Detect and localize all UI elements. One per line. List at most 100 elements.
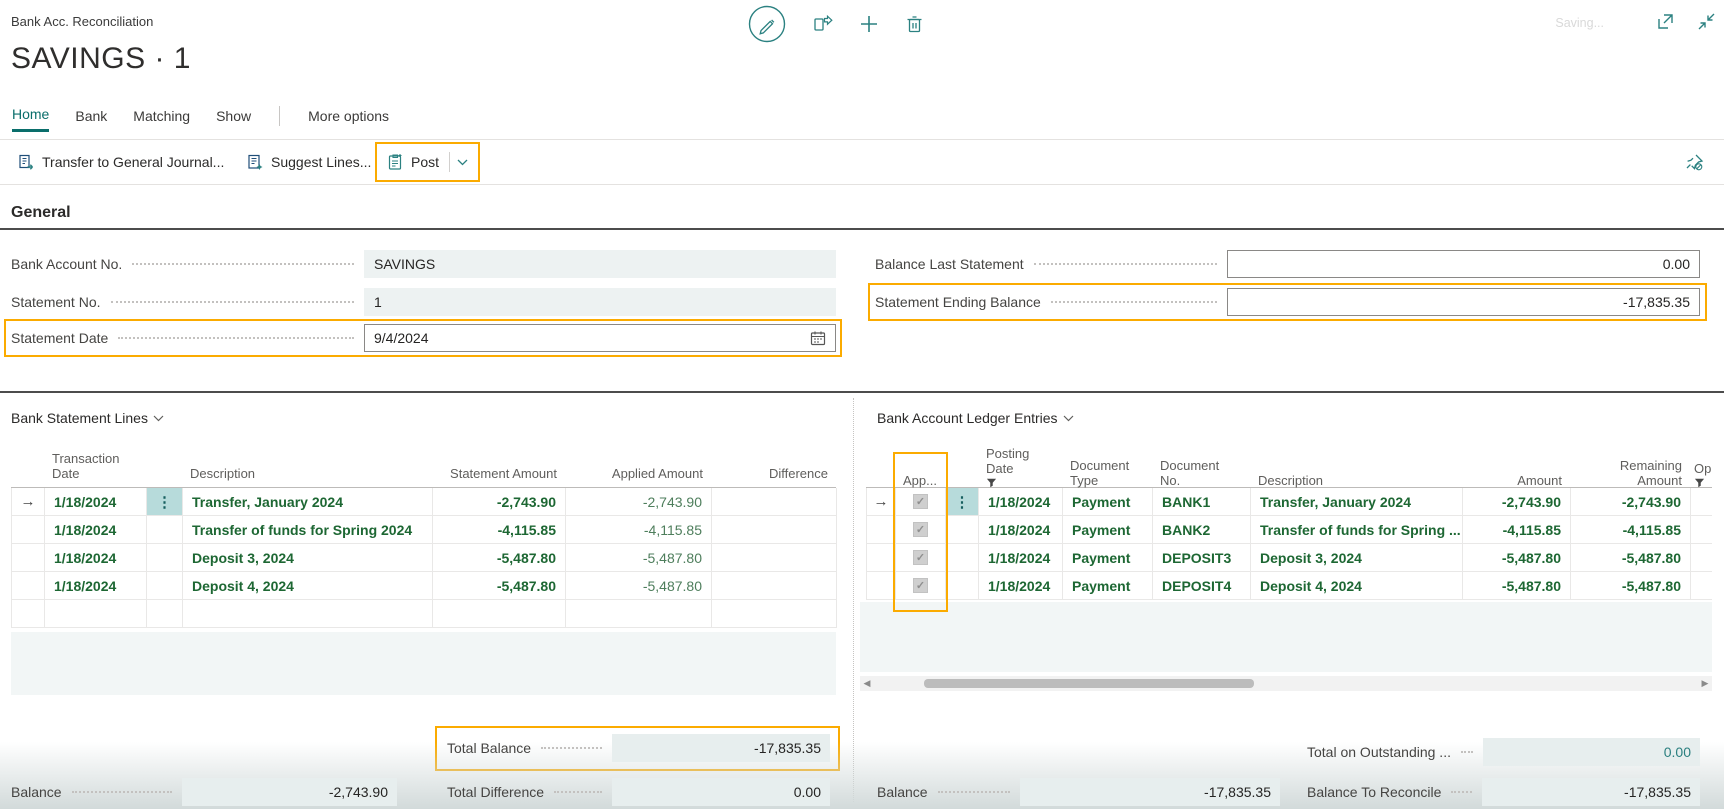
col-transaction-date[interactable]: Transaction Date	[52, 451, 120, 481]
bank-account-no-label: Bank Account No.	[11, 256, 123, 272]
applied-checkbox[interactable]	[913, 522, 928, 537]
col-remaining-amount[interactable]: Remaining Amount	[1619, 458, 1682, 488]
cell-description[interactable]: Deposit 4, 2024	[1251, 572, 1463, 600]
share-icon[interactable]	[812, 14, 833, 34]
cell-posting-date[interactable]: 1/18/2024	[979, 544, 1063, 572]
cell-posting-date[interactable]: 1/18/2024	[979, 516, 1063, 544]
cell-statement-amount[interactable]: -2,743.90	[433, 488, 566, 516]
cell-amount[interactable]: -5,487.80	[1463, 572, 1571, 600]
col-open[interactable]: Op	[1690, 446, 1712, 494]
col-description[interactable]: Description	[1258, 473, 1324, 488]
calendar-icon[interactable]	[810, 330, 826, 346]
cell-remaining-amount[interactable]: -4,115.85	[1571, 516, 1691, 544]
cell-amount[interactable]: -4,115.85	[1463, 516, 1571, 544]
cell-remaining-amount[interactable]: -2,743.90	[1571, 488, 1691, 516]
cell-difference[interactable]	[712, 488, 837, 516]
col-posting-date[interactable]: Posting Date	[978, 446, 1062, 494]
applied-checkbox[interactable]	[913, 578, 928, 593]
cell-difference[interactable]	[712, 572, 837, 600]
cell-transaction-date[interactable]: 1/18/2024	[45, 572, 147, 600]
applied-checkbox[interactable]	[913, 550, 928, 565]
edit-pencil-icon[interactable]	[748, 5, 786, 43]
tab-home[interactable]: Home	[12, 106, 50, 132]
statement-line-row[interactable]: 1/18/2024 Deposit 3, 2024 -5,487.80 -5,4…	[11, 544, 837, 572]
delete-trash-icon[interactable]	[905, 14, 924, 34]
open-in-new-window-icon[interactable]	[1656, 12, 1675, 31]
cell-posting-date[interactable]: 1/18/2024	[979, 572, 1063, 600]
cell-transaction-date[interactable]: 1/18/2024	[45, 488, 147, 516]
cell-posting-date[interactable]: 1/18/2024	[979, 488, 1063, 516]
row-options-ellipsis-icon[interactable]: ⋮	[946, 488, 979, 516]
scrollbar-thumb[interactable]	[924, 679, 1254, 688]
col-description[interactable]: Description	[190, 466, 256, 481]
ledger-entry-row[interactable]: 1/18/2024 Payment DEPOSIT3 Deposit 3, 20…	[866, 544, 1712, 572]
post-button[interactable]: Post	[387, 153, 439, 171]
col-difference[interactable]: Difference	[768, 466, 828, 481]
cell-applied-amount[interactable]: -5,487.80	[566, 572, 712, 600]
cell-statement-amount[interactable]: -5,487.80	[433, 572, 566, 600]
cell-amount[interactable]: -2,743.90	[1463, 488, 1571, 516]
row-options-ellipsis-icon[interactable]: ⋮	[147, 488, 183, 516]
cell-remaining-amount[interactable]: -5,487.80	[1571, 544, 1691, 572]
cell-document-type[interactable]: Payment	[1063, 488, 1153, 516]
cell-description[interactable]: Transfer, January 2024	[1251, 488, 1463, 516]
cell-applied-amount[interactable]: -5,487.80	[566, 544, 712, 572]
collapse-icon[interactable]	[1697, 12, 1716, 31]
statement-ending-balance-input[interactable]: -17,835.35	[1227, 288, 1700, 316]
tab-more-options[interactable]: More options	[308, 107, 390, 124]
cell-document-no[interactable]: DEPOSIT3	[1153, 544, 1251, 572]
statement-line-row[interactable]: 1/18/2024 Deposit 4, 2024 -5,487.80 -5,4…	[11, 572, 837, 600]
col-statement-amount[interactable]: Statement Amount	[450, 466, 557, 481]
ledger-entries-caption[interactable]: Bank Account Ledger Entries	[877, 410, 1074, 426]
cell-description[interactable]: Transfer, January 2024	[183, 488, 433, 516]
cell-difference[interactable]	[712, 544, 837, 572]
statement-line-row[interactable]: 1/18/2024 Transfer of funds for Spring 2…	[11, 516, 837, 544]
tab-show[interactable]: Show	[216, 107, 252, 124]
new-plus-icon[interactable]	[859, 14, 879, 34]
cell-document-type[interactable]: Payment	[1063, 516, 1153, 544]
unpin-icon[interactable]	[1685, 153, 1704, 172]
cell-description[interactable]: Deposit 3, 2024	[1251, 544, 1463, 572]
cell-description[interactable]: Transfer of funds for Spring 2024	[183, 516, 433, 544]
cell-document-type[interactable]: Payment	[1063, 544, 1153, 572]
scroll-right-icon[interactable]: ▶	[1701, 678, 1709, 688]
cell-description[interactable]: Deposit 4, 2024	[183, 572, 433, 600]
cell-transaction-date[interactable]: 1/18/2024	[45, 516, 147, 544]
post-dropdown-chevron-icon[interactable]	[457, 159, 468, 166]
cell-document-type[interactable]: Payment	[1063, 572, 1153, 600]
col-document-type[interactable]: Document Type	[1070, 458, 1130, 488]
col-document-no[interactable]: Document No.	[1160, 458, 1220, 488]
cell-description[interactable]: Transfer of funds for Spring ...	[1251, 516, 1463, 544]
cell-document-no[interactable]: BANK1	[1153, 488, 1251, 516]
cell-statement-amount[interactable]: -5,487.80	[433, 544, 566, 572]
cell-remaining-amount[interactable]: -5,487.80	[1571, 572, 1691, 600]
suggest-lines-button[interactable]: Suggest Lines...	[247, 140, 371, 184]
balance-last-statement-input[interactable]: 0.00	[1227, 250, 1700, 278]
ledger-entry-row[interactable]: 1/18/2024 Payment DEPOSIT4 Deposit 4, 20…	[866, 572, 1712, 600]
cell-amount[interactable]: -5,487.80	[1463, 544, 1571, 572]
statement-line-empty-row[interactable]	[11, 600, 837, 628]
col-applied-amount[interactable]: Applied Amount	[611, 466, 703, 481]
statement-date-input[interactable]: 9/4/2024	[364, 324, 836, 352]
cell-applied-amount[interactable]: -2,743.90	[566, 488, 712, 516]
applied-checkbox-cell	[896, 488, 946, 516]
cell-document-no[interactable]: DEPOSIT4	[1153, 572, 1251, 600]
cell-transaction-date[interactable]: 1/18/2024	[45, 544, 147, 572]
cell-difference[interactable]	[712, 516, 837, 544]
transfer-to-general-journal-button[interactable]: Transfer to General Journal...	[18, 140, 224, 184]
cell-description[interactable]: Deposit 3, 2024	[183, 544, 433, 572]
statement-line-row[interactable]: → 1/18/2024 ⋮ Transfer, January 2024 -2,…	[11, 488, 837, 516]
ledger-entry-row[interactable]: 1/18/2024 Payment BANK2 Transfer of fund…	[866, 516, 1712, 544]
ledger-entry-row[interactable]: → ⋮ 1/18/2024 Payment BANK1 Transfer, Ja…	[866, 488, 1712, 516]
tab-matching[interactable]: Matching	[133, 107, 191, 124]
horizontal-scrollbar[interactable]: ◀ ▶	[860, 676, 1712, 691]
col-amount[interactable]: Amount	[1517, 473, 1562, 488]
tab-bank[interactable]: Bank	[75, 107, 108, 124]
col-applied[interactable]: App...	[903, 473, 937, 488]
cell-document-no[interactable]: BANK2	[1153, 516, 1251, 544]
scroll-left-icon[interactable]: ◀	[863, 678, 871, 688]
cell-statement-amount[interactable]: -4,115.85	[433, 516, 566, 544]
cell-applied-amount[interactable]: -4,115.85	[566, 516, 712, 544]
applied-checkbox[interactable]	[913, 494, 928, 509]
statement-lines-caption[interactable]: Bank Statement Lines	[11, 410, 164, 426]
